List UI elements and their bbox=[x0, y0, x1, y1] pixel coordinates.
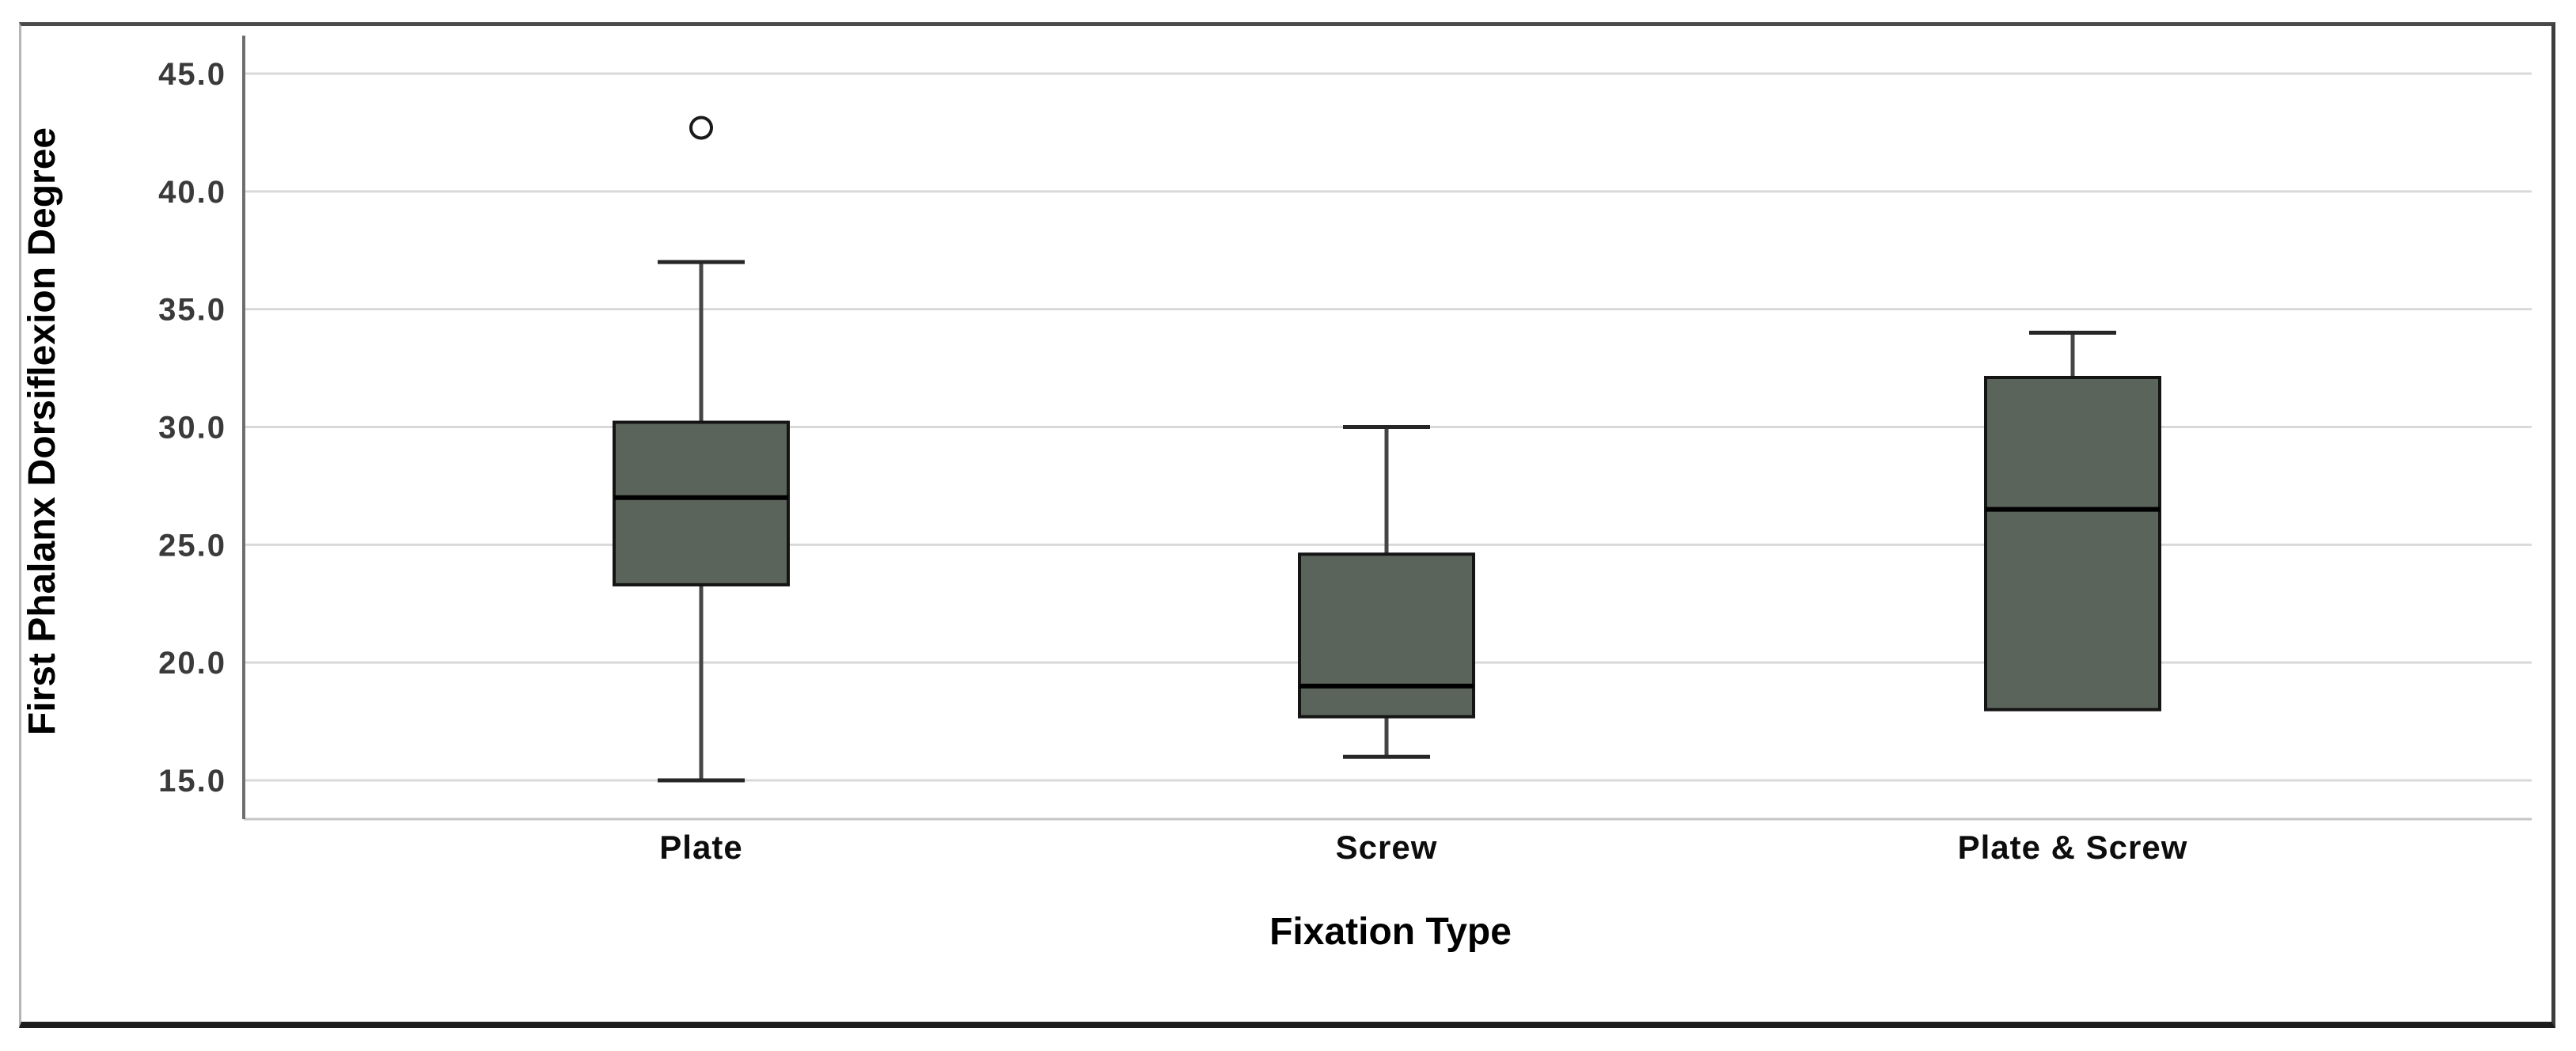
y-tick-label: 30.0 bbox=[158, 411, 226, 446]
y-tick-label: 35.0 bbox=[158, 293, 226, 328]
chart-frame: 15.0 20.0 25.0 30.0 35.0 40.0 45.0 Plate Screw Pl… bbox=[19, 22, 2555, 1028]
y-tick-label: 20.0 bbox=[158, 646, 226, 681]
iqr-box bbox=[1298, 552, 1475, 719]
y-tick-label: 25.0 bbox=[158, 528, 226, 563]
y-tick-label: 45.0 bbox=[158, 57, 226, 92]
y-tick-label: 15.0 bbox=[158, 764, 226, 799]
category-label: Plate & Screw bbox=[1958, 829, 2188, 866]
y-axis-title: First Phalanx Dorsiflexion Degree bbox=[21, 127, 63, 736]
iqr-box bbox=[1984, 375, 2161, 711]
category-label: Plate bbox=[659, 829, 742, 866]
outlier-point bbox=[689, 116, 713, 140]
boxplot-canvas: 15.0 20.0 25.0 30.0 35.0 40.0 45.0 Plate Screw Pl… bbox=[158, 36, 2532, 866]
iqr-box bbox=[613, 420, 790, 586]
x-axis-title: Fixation Type bbox=[1269, 911, 1512, 953]
category-label: Screw bbox=[1336, 829, 1438, 866]
y-tick-label: 40.0 bbox=[158, 175, 226, 210]
